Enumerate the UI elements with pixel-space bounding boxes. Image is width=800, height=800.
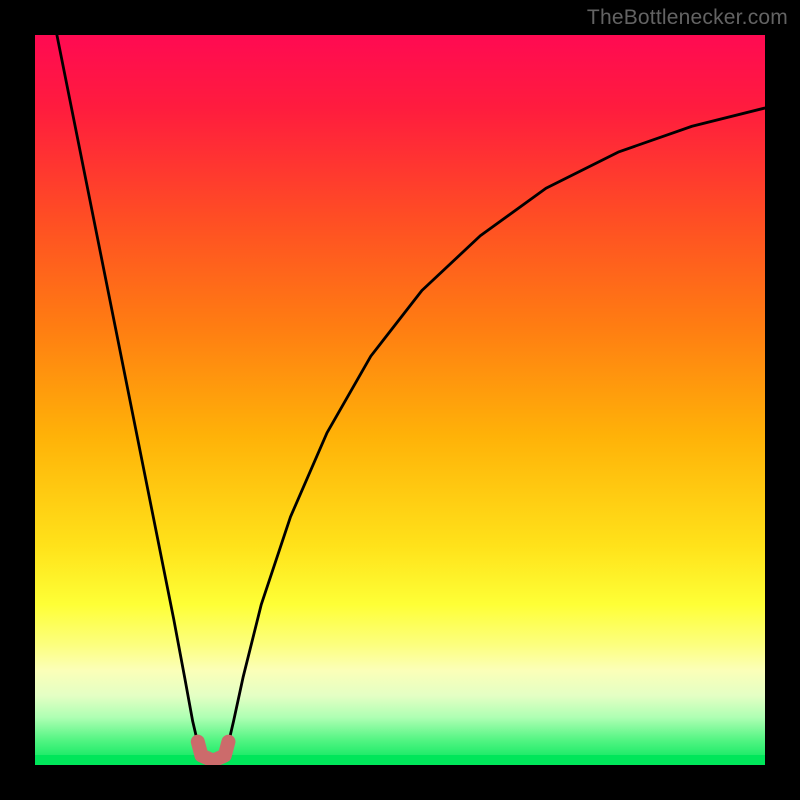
bottom-green-band xyxy=(35,755,765,765)
watermark-text: TheBottlenecker.com xyxy=(587,6,788,30)
plot-gradient-background xyxy=(35,35,765,765)
chart-container: TheBottlenecker.com xyxy=(0,0,800,800)
bottleneck-chart xyxy=(0,0,800,800)
